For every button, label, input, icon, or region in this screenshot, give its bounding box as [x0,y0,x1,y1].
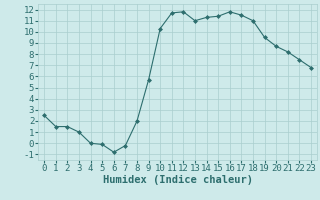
X-axis label: Humidex (Indice chaleur): Humidex (Indice chaleur) [103,175,252,185]
